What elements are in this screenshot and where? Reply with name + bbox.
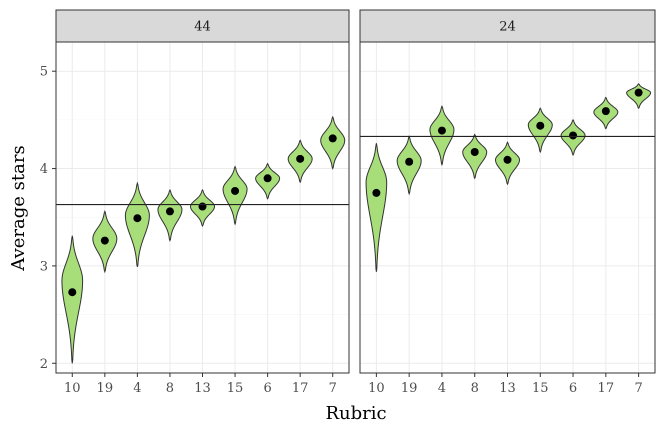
x-tick-label: 4	[133, 381, 141, 396]
violin-8	[462, 133, 488, 180]
x-tick-label: 19	[97, 381, 114, 396]
x-tick-label: 4	[438, 381, 446, 396]
x-tick-label: 10	[368, 381, 385, 396]
y-tick-label: 2	[40, 357, 48, 372]
x-tick-label: 7	[634, 381, 642, 396]
mean-point-15	[536, 121, 545, 130]
mean-point-4	[133, 214, 142, 223]
x-tick-label: 6	[263, 381, 271, 396]
plot-area: 2 3 4 5 44 10 19 4 8 13 15 6 17 7 24 10 19 4 8 13 15 6 17 7	[40, 9, 656, 396]
panel-border	[359, 41, 656, 374]
y-tick-label: 4	[40, 162, 48, 177]
mean-point-6	[569, 131, 578, 140]
mean-point-19	[405, 157, 414, 166]
mean-point-15	[231, 186, 240, 195]
mean-point-13	[503, 155, 512, 164]
mean-point-17	[296, 154, 305, 163]
x-tick-label: 8	[471, 381, 479, 396]
x-tick-label: 8	[166, 381, 174, 396]
x-tick-label: 17	[598, 381, 615, 396]
y-axis-title: Average stars	[8, 145, 29, 271]
mean-point-4	[437, 126, 446, 135]
violin-10	[365, 143, 388, 272]
mean-point-7	[328, 134, 337, 143]
x-axis-title: Rubric	[325, 403, 386, 424]
mean-point-8	[470, 148, 479, 157]
y-tick-label: 3	[40, 259, 48, 274]
y-tick-label: 5	[40, 65, 48, 80]
mean-point-13	[198, 202, 207, 211]
facet-strip	[359, 9, 656, 43]
panel-border	[55, 41, 350, 374]
mean-point-6	[263, 174, 272, 183]
mean-point-7	[634, 88, 643, 97]
mean-point-10	[372, 188, 381, 197]
mean-point-8	[165, 207, 174, 216]
facet-panel-24: 24 10 19 4 8 13 15 6 17 7	[359, 9, 656, 396]
violin-15	[527, 107, 553, 154]
x-tick-label: 6	[569, 381, 577, 396]
x-tick-label: 15	[227, 381, 244, 396]
mean-point-10	[68, 288, 77, 297]
violin-10	[61, 235, 84, 364]
x-tick-label: 10	[64, 381, 81, 396]
x-tick-label: 13	[499, 381, 516, 396]
facet-panel-44: 44 10 19 4 8 13 15 6 17 7	[55, 9, 350, 396]
facet-strip-label: 44	[194, 20, 211, 35]
violin-7	[320, 115, 346, 170]
mean-point-17	[601, 107, 610, 116]
x-tick-label: 15	[532, 381, 549, 396]
x-tick-label: 13	[194, 381, 211, 396]
facet-strip-label: 24	[499, 20, 516, 35]
violin-4	[429, 104, 455, 167]
x-tick-label: 7	[329, 381, 337, 396]
x-tick-label: 19	[401, 381, 418, 396]
x-tick-label: 17	[292, 381, 309, 396]
mean-point-19	[100, 236, 109, 245]
facet-strip	[55, 9, 350, 43]
